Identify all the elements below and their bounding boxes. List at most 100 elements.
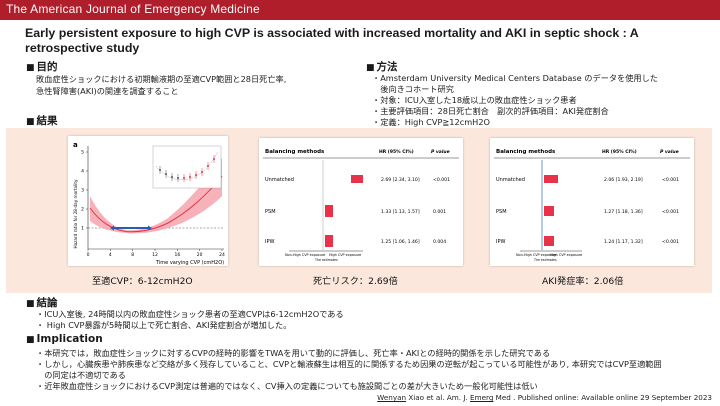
figure-a-ci-band <box>90 158 222 234</box>
journal-title: The American Journal of Emergency Medici… <box>6 2 260 16</box>
forest-mortality-row-estimate <box>325 235 333 247</box>
figure-a-y-tick-label: 1 <box>81 226 84 232</box>
forest-aki-axis-mid-label: The estimates <box>533 258 557 262</box>
purpose-line-2: 急性腎障害(AKI)の関連を調査すること <box>36 86 179 96</box>
forest-aki-row-hr: 1.27 [1.18, 1.36] <box>604 209 643 215</box>
citation-middle: Xiao et al. Am. J. <box>406 393 471 402</box>
method-heading: 方法 <box>366 59 398 74</box>
figure-a-y-tick-label: 2 <box>81 207 84 213</box>
forest-aki-row-method: Unmatched <box>496 177 525 183</box>
forest-aki-row-estimate <box>544 236 554 246</box>
forest-mortality-row-method: IPW <box>265 239 274 245</box>
forest-aki-row-hr: 2.06 [1.93, 2.19] <box>604 177 643 183</box>
conclusion-line-1: ・ICU入室後, 24時間以内の敗血症性ショック患者の至適CVPは6-12cmH… <box>36 309 344 319</box>
method-line-2: 後向きコホート研究 <box>372 84 454 94</box>
figure-a-x-tick-label: 16 <box>174 252 180 258</box>
figure-a-x-tick-label: 0 <box>87 252 90 258</box>
figure-a-inset-point <box>207 165 209 167</box>
citation-author: Wenyan <box>377 393 407 402</box>
purpose-heading: 目的 <box>26 59 58 74</box>
figure-a-inset-point <box>195 174 197 176</box>
forest-mortality-row-estimate <box>351 175 363 183</box>
forest-mortality-header-p: P value <box>431 149 450 155</box>
forest-mortality-chart: Balancing methods HR (95% CI%) P value Unma… <box>263 149 459 262</box>
figure-a-x-tick-label: 20 <box>197 252 203 258</box>
forest-aki-header-p: P value <box>660 149 679 155</box>
figure-a-y-tick-label: 4 <box>81 169 84 175</box>
figure-a-chart: a Hazard ratio for 28-day mortality 1234… <box>73 141 225 266</box>
forest-mortality-header-method: Balancing methods <box>265 149 325 155</box>
method-line-3: ・対象：ICU入室した18歳以上の敗血症性ショック患者 <box>372 95 577 105</box>
forest-aki-chart: Balancing methods HR (95% CI%) P value Unma… <box>494 149 690 262</box>
forest-mortality-row-hr: 1.25 [1.06, 1.46] <box>381 239 420 245</box>
forest-aki-card: Balancing methods HR (95% CI%) P value Unma… <box>490 138 694 266</box>
forest-mortality-row-estimate <box>325 205 333 217</box>
figure-a-y-tick-label: 3 <box>81 188 84 194</box>
forest-aki-row-hr: 1.24 [1.17, 1.32] <box>604 239 643 245</box>
forest-mortality-row-hr: 2.69 [2.34, 3.10] <box>381 177 420 183</box>
arrow-left-icon <box>110 225 114 231</box>
figure-a-inset-point <box>171 176 173 178</box>
figure-a-xlabel: Time varying CVP (cmH2O) <box>155 260 224 266</box>
figure-a-x-tick-label: 4 <box>109 252 112 258</box>
forest-mortality-header-hr: HR (95% CI%) <box>379 149 414 155</box>
figure-a-inset-point <box>159 169 161 171</box>
conclusion-line-2: ・ High CVP暴露が5時間以上で死亡割合、AKI発症割合が増加した。 <box>36 320 292 330</box>
forest-aki-row-p: <0.001 <box>662 177 679 183</box>
implication-line-1: ・本研究では，敗血症性ショックに対するCVPの経時的影響をTWAを用いて動的に評… <box>36 348 551 358</box>
forest-aki-row-p: <0.001 <box>662 239 679 245</box>
forest-aki-axis-right-label: High CVP exposure <box>550 253 582 257</box>
citation-tail: Med . Published online: Available online… <box>493 393 712 402</box>
forest-aki-header-hr: HR (95% CI%) <box>602 149 637 155</box>
figure-a-inset <box>152 145 222 189</box>
figure-a-ylabel: Hazard ratio for 28-day mortality <box>73 179 78 249</box>
forest-mortality-row-method: PSM <box>265 209 276 215</box>
forest-mortality-axis-right-label: High CVP exposure <box>329 253 361 257</box>
figure-a-inset-point <box>165 173 167 175</box>
method-line-5: ・定義：High CVP≧12cmH2O <box>372 117 490 127</box>
forest-mortality-row-p: <0.001 <box>433 177 450 183</box>
conclusion-heading: 結論 <box>26 295 58 310</box>
forest-aki-row-estimate <box>544 206 554 216</box>
figure-a-x-tick-label: 8 <box>131 252 134 258</box>
method-line-1: ・Amsterdam University Medical Centers Da… <box>372 73 658 83</box>
figure-a-inset-point <box>213 158 215 160</box>
forest-mortality-axis-left-label: Non-High CVP exposure <box>285 253 325 257</box>
implication-heading: Implication <box>26 333 103 345</box>
forest-aki-row-estimate <box>544 175 558 183</box>
citation-journal: Emerg <box>470 393 494 402</box>
forest-aki-row-method: PSM <box>496 209 507 215</box>
forest-mortality-row-p: 0.004 <box>433 239 446 245</box>
result-caption-3: AKI発症率：2.06倍 <box>542 276 624 287</box>
result-caption-2: 死亡リスク：2.69倍 <box>313 276 398 287</box>
implication-line-2: ・しかし，心臓疾患や肺疾患など交絡が多く残存していること、CVPと輸液蘇生は相互… <box>36 359 662 369</box>
figure-a-inset-point <box>183 177 185 179</box>
journal-header: The American Journal of Emergency Medici… <box>0 0 720 20</box>
result-caption-1: 至適CVP：6-12cmH2O <box>92 276 193 287</box>
results-heading: 結果 <box>26 113 58 128</box>
figure-a-x-tick-label: 24 <box>219 252 225 258</box>
figure-a-panel-label: a <box>73 141 78 149</box>
citation-footer: Wenyan Xiao et al. Am. J. Emerg Med . Pu… <box>377 393 712 402</box>
figure-a-inset-point <box>189 176 191 178</box>
forest-aki-row-method: IPW <box>496 239 505 245</box>
forest-mortality-card: Balancing methods HR (95% CI%) P value Unma… <box>259 138 463 266</box>
forest-mortality-axis-mid-label: The estimates <box>314 258 338 262</box>
figure-a-inset-point <box>177 177 179 179</box>
forest-mortality-row-hr: 1.33 [1.13, 1.57] <box>381 209 420 215</box>
paper-title: Early persistent exposure to high CVP is… <box>25 26 639 55</box>
forest-aki-row-p: <0.001 <box>662 209 679 215</box>
forest-aki-axis-left-label: Non-High CVP exposure <box>516 253 556 257</box>
forest-mortality-row-method: Unmatched <box>265 177 294 183</box>
implication-line-4: ・近年敗血症性ショックにおけるCVP測定は普遍的ではなく、CV挿入の定義について… <box>36 381 538 391</box>
figure-a-inset-point <box>201 171 203 173</box>
forest-mortality-row-p: 0.001 <box>433 209 446 215</box>
figure-a-y-tick-label: 5 <box>81 150 84 156</box>
implication-line-3: の同定は不適切である <box>36 370 126 380</box>
figure-a-inset-curve <box>155 151 219 181</box>
arrow-right-icon <box>148 225 152 231</box>
figure-a-x-tick-label: 12 <box>152 252 158 258</box>
forest-aki-header-method: Balancing methods <box>496 149 556 155</box>
